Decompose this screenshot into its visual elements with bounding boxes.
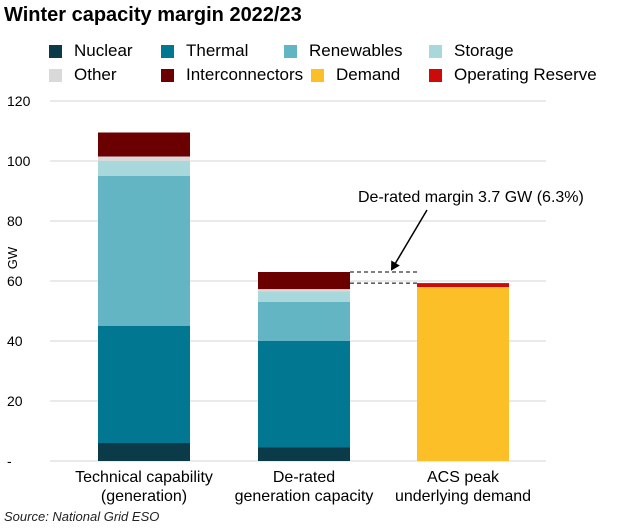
bar-segment-interconnectors (258, 272, 350, 290)
chart-title: Winter capacity margin 2022/23 (4, 4, 302, 26)
legend-item-interconnectors: Interconnectors (161, 65, 303, 85)
legend-swatch-interconnectors (161, 68, 174, 82)
bar-segment-storage (98, 161, 190, 176)
bar-segment-demand (417, 287, 509, 461)
axis-labels: - 20 40 60 80 100 120 GW Technical capability (ge… (5, 93, 531, 505)
y-tick-label: 80 (7, 213, 23, 229)
bar-segment-nuclear (98, 443, 190, 461)
source-note: Source: National Grid ESO (4, 509, 160, 524)
legend-label-demand: Demand (336, 65, 401, 84)
bar-segment-renewables (258, 302, 350, 341)
x-category-label: underlying demand (395, 488, 531, 505)
y-tick-label: 120 (7, 93, 31, 109)
legend-swatch-other (49, 68, 62, 82)
legend-swatch-nuclear (49, 44, 62, 58)
y-tick-label: - (7, 453, 12, 469)
bar-segment-operating-reserve (417, 283, 509, 287)
legend-label-nuclear: Nuclear (74, 41, 133, 60)
legend-item-demand: Demand (311, 65, 400, 85)
legend-swatch-renewables (284, 44, 297, 58)
legend-label-storage: Storage (454, 41, 514, 60)
bar-segment-nuclear (258, 447, 350, 461)
legend-item-operating-reserve: Operating Reserve (429, 65, 597, 85)
legend-label-operating-reserve: Operating Reserve (454, 65, 597, 84)
y-tick-label: 100 (7, 153, 31, 169)
y-tick-label: 40 (7, 333, 23, 349)
legend-swatch-thermal (161, 44, 174, 58)
x-category-label: De-rated (273, 469, 335, 486)
legend-label-renewables: Renewables (309, 41, 403, 60)
legend: Nuclear Thermal Renewables Storage Other… (0, 0, 624, 100)
annotation-label: De-rated margin 3.7 GW (6.3%) (358, 189, 584, 206)
x-category-label: Technical capability (75, 469, 213, 486)
legend-swatch-operating-reserve (429, 68, 442, 82)
x-category-label: ACS peak (427, 469, 500, 486)
legend-label-other: Other (74, 65, 117, 84)
legend-item-other: Other (49, 65, 117, 85)
bars (98, 132, 509, 461)
margin-annotation: De-rated margin 3.7 GW (6.3%) (350, 189, 584, 284)
bar-segment-other (258, 289, 350, 292)
bar-segment-interconnectors (98, 132, 190, 157)
y-tick-label: 20 (7, 393, 23, 409)
legend-item-thermal: Thermal (161, 41, 248, 61)
bar-segment-storage (258, 291, 350, 302)
annotation-arrow (390, 209, 428, 271)
bar-segment-other (98, 156, 190, 161)
legend-swatch-storage (429, 44, 442, 58)
bar-segment-thermal (98, 326, 190, 443)
bar-segment-renewables (98, 176, 190, 326)
legend-item-storage: Storage (429, 41, 514, 61)
legend-label-thermal: Thermal (186, 41, 249, 60)
y-axis-title: GW (5, 246, 20, 269)
legend-label-interconnectors: Interconnectors (186, 65, 304, 84)
legend-swatch-demand (311, 68, 324, 82)
x-category-label: generation capacity (235, 488, 374, 505)
legend-item-nuclear: Nuclear (49, 41, 133, 61)
legend-item-renewables: Renewables (284, 41, 403, 61)
x-category-label: (generation) (101, 488, 187, 505)
bar-segment-thermal (258, 341, 350, 448)
y-tick-label: 60 (7, 273, 23, 289)
